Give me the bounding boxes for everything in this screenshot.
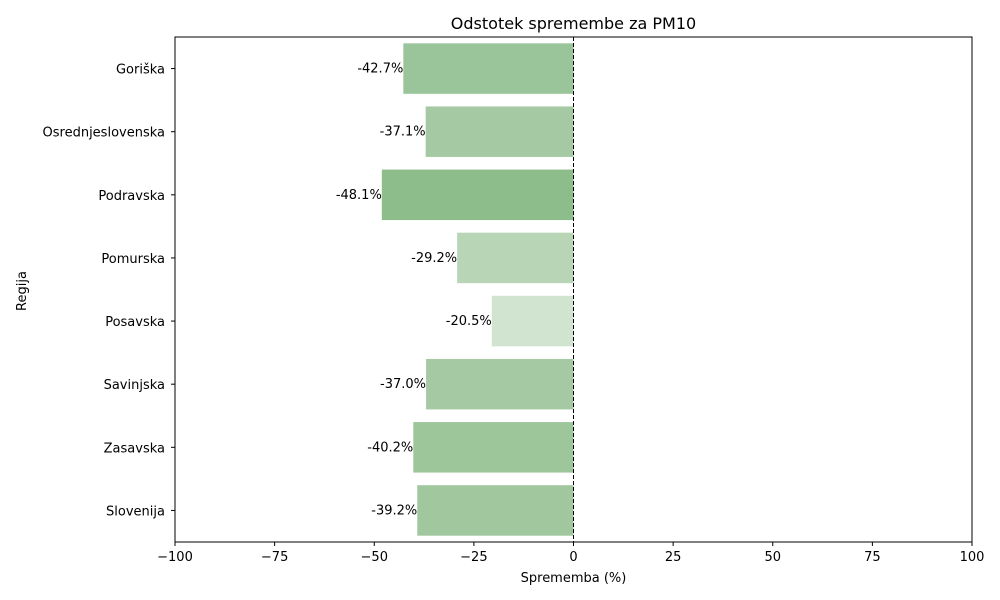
y-tick-label: Slovenija	[106, 504, 165, 519]
bar-goriška	[403, 43, 574, 94]
x-tick-label: −25	[460, 550, 487, 565]
y-tick-label: Osrednjeslovenska	[43, 126, 165, 141]
x-axis-label: Sprememba (%)	[521, 571, 627, 586]
data-label: -40.2%	[367, 440, 413, 455]
bar-zasavska	[413, 422, 574, 473]
y-tick-label: Podravska	[98, 189, 165, 204]
x-tick-label: 0	[569, 550, 577, 565]
bar-savinjska	[426, 358, 574, 410]
x-tick-label: 25	[665, 550, 682, 565]
x-tick-label: 50	[764, 550, 781, 565]
bar-pomurska	[457, 232, 574, 284]
data-label: -37.0%	[380, 377, 426, 392]
x-tick-label: −50	[361, 550, 388, 565]
bar-posavska	[491, 295, 574, 347]
x-axis: −100 −75 −50 −25 0 25 50 75 100	[157, 542, 984, 565]
bar-podravska	[381, 169, 574, 221]
data-label: -39.2%	[371, 503, 417, 518]
x-tick-label: 75	[864, 550, 881, 565]
bar-slovenija	[417, 485, 574, 536]
data-labels-group: -42.7% -37.1% -48.1% -29.2% -20.5% -37.0% -40.…	[336, 62, 492, 519]
data-label: -48.1%	[336, 188, 382, 203]
x-tick-label: −75	[261, 550, 288, 565]
y-axis-label: Regija	[15, 271, 30, 311]
y-tick-label: Savinjska	[104, 378, 165, 393]
data-label: -20.5%	[446, 314, 492, 329]
y-tick-label: Pomurska	[101, 252, 165, 267]
y-tick-label: Posavska	[105, 315, 165, 330]
x-tick-label: 100	[960, 550, 985, 565]
data-label: -37.1%	[380, 125, 426, 140]
data-label: -29.2%	[411, 251, 457, 266]
bar-osrednjeslovenska	[425, 106, 574, 157]
bars-group	[381, 43, 574, 536]
chart-title: Odstotek spremembe za PM10	[451, 14, 696, 33]
x-tick-label: −100	[157, 550, 193, 565]
y-tick-label: Goriška	[116, 63, 165, 78]
y-tick-label: Zasavska	[104, 441, 165, 456]
data-label: -42.7%	[357, 62, 403, 77]
y-axis: Goriška Osrednjeslovenska Podravska Pomursk…	[43, 63, 175, 519]
